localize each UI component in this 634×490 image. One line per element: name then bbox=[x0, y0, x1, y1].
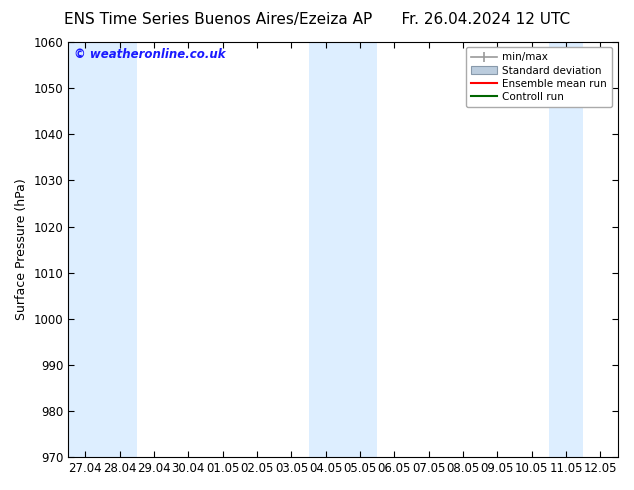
Text: © weatheronline.co.uk: © weatheronline.co.uk bbox=[74, 49, 225, 61]
Legend: min/max, Standard deviation, Ensemble mean run, Controll run: min/max, Standard deviation, Ensemble me… bbox=[466, 47, 612, 107]
Bar bbox=[309, 42, 343, 457]
Bar bbox=[68, 42, 103, 457]
Y-axis label: Surface Pressure (hPa): Surface Pressure (hPa) bbox=[15, 179, 28, 320]
Bar bbox=[343, 42, 377, 457]
Text: ENS Time Series Buenos Aires/Ezeiza AP      Fr. 26.04.2024 12 UTC: ENS Time Series Buenos Aires/Ezeiza AP F… bbox=[64, 12, 570, 27]
Bar bbox=[103, 42, 137, 457]
Bar bbox=[549, 42, 583, 457]
